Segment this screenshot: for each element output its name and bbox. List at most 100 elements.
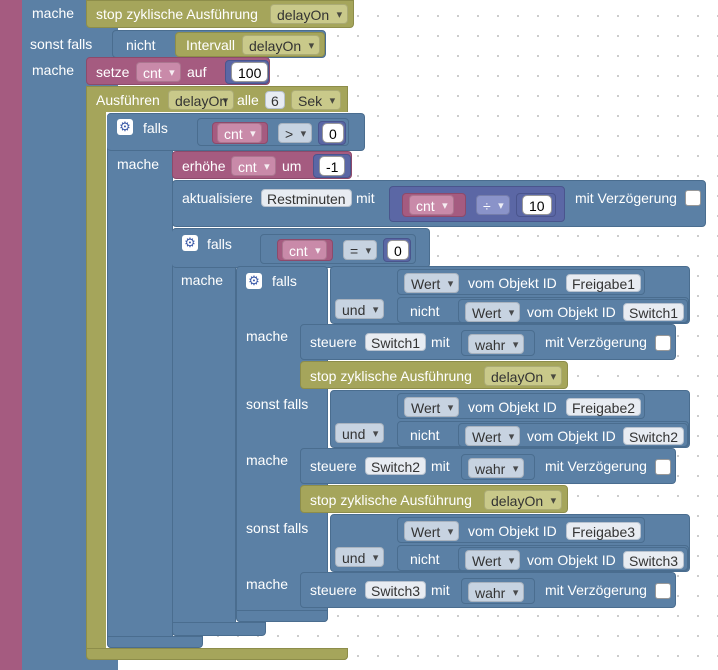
outer-block-edge[interactable]	[0, 0, 22, 670]
object-id-field[interactable]: Switch2	[623, 427, 685, 445]
control-block-2[interactable]: steuere Switch2 mit wahr mit Verzögerung	[300, 448, 676, 484]
object-id-field[interactable]: Freigabe3	[566, 522, 642, 540]
logic-operator-dropdown[interactable]: und	[335, 547, 385, 568]
if-block-1[interactable]	[107, 113, 173, 648]
gear-icon[interactable]: ⚙	[182, 235, 198, 251]
delayon-dropdown[interactable]: delayOn	[168, 90, 235, 111]
get-value-block[interactable]: Wert vom Objekt ID Switch1	[458, 299, 688, 323]
object-id-field[interactable]: Switch3	[365, 581, 427, 599]
object-id-field[interactable]: Switch1	[365, 333, 427, 351]
compare-operator-dropdown[interactable]: >	[278, 123, 313, 144]
number-value[interactable]: 10	[522, 195, 552, 215]
number-value[interactable]: -1	[319, 156, 346, 176]
gear-icon[interactable]: ⚙	[117, 119, 133, 135]
and-block-1[interactable]: und Wert vom Objekt ID Freigabe1 nicht W…	[330, 266, 690, 324]
delay-checkbox[interactable]	[655, 335, 671, 351]
number-value[interactable]: 0	[387, 240, 409, 260]
object-id-field[interactable]: Freigabe1	[566, 274, 642, 292]
delayon-dropdown[interactable]: delayOn	[484, 490, 563, 511]
mit-verzoegerung-label: mit Verzögerung	[545, 334, 647, 350]
attribute-dropdown[interactable]: Wert	[404, 273, 460, 294]
attribute-dropdown[interactable]: Wert	[465, 426, 521, 447]
interval-block[interactable]: Intervall delayOn	[175, 32, 325, 57]
update-state-block[interactable]: aktualisiere Restminuten mit cnt ÷ 10 mi…	[172, 180, 706, 227]
not-block[interactable]: nicht Wert vom Objekt ID Switch2	[397, 421, 689, 447]
delayon-dropdown[interactable]: delayOn	[484, 366, 563, 387]
logic-operator-dropdown[interactable]: und	[335, 423, 385, 444]
number-value[interactable]: 0	[322, 123, 344, 143]
arithmetic-block[interactable]: cnt ÷ 10	[389, 186, 565, 222]
if-block-1-header[interactable]: ⚙ falls cnt > 0	[107, 113, 365, 151]
number-block[interactable]: 0	[318, 121, 346, 145]
object-id-field[interactable]: Switch3	[623, 551, 685, 569]
vom-objekt-id-label: vom Objekt ID	[527, 552, 616, 568]
number-value[interactable]: 100	[231, 62, 269, 82]
if-block-2-footer[interactable]	[172, 622, 266, 636]
boolean-block[interactable]: wahr	[461, 454, 535, 480]
logic-operator-dropdown[interactable]: und	[335, 299, 385, 320]
interval-unit-dropdown[interactable]: Sek	[291, 90, 342, 111]
stop-cyclic-block-3[interactable]: stop zyklische Ausführung delayOn	[300, 485, 568, 513]
delay-checkbox[interactable]	[685, 190, 701, 206]
cnt-variable-dropdown[interactable]: cnt	[136, 62, 181, 83]
steuere-label: steuere	[310, 458, 357, 474]
not-block[interactable]: nicht Wert vom Objekt ID Switch3	[397, 545, 689, 571]
stop-cyclic-block-2[interactable]: stop zyklische Ausführung delayOn	[300, 361, 568, 389]
not-block[interactable]: nicht Intervall delayOn	[112, 30, 326, 58]
gear-icon[interactable]: ⚙	[246, 273, 262, 289]
increment-block[interactable]: erhöhe cnt um -1	[172, 151, 352, 179]
number-block[interactable]: 10	[516, 193, 556, 217]
delay-checkbox[interactable]	[655, 459, 671, 475]
not-block[interactable]: nicht Wert vom Objekt ID Switch1	[397, 297, 689, 323]
if-block-2[interactable]	[172, 228, 236, 636]
delayon-dropdown[interactable]: delayOn	[270, 4, 349, 25]
control-block-3[interactable]: steuere Switch3 mit wahr mit Verzögerung	[300, 572, 676, 608]
get-value-block[interactable]: Wert vom Objekt ID Freigabe3	[397, 517, 645, 543]
object-id-field[interactable]: Switch2	[365, 457, 427, 475]
boolean-dropdown[interactable]: wahr	[468, 458, 525, 479]
falls-label: falls	[143, 120, 168, 136]
boolean-dropdown[interactable]: wahr	[468, 334, 525, 355]
boolean-block[interactable]: wahr	[461, 330, 535, 356]
object-id-field[interactable]: Freigabe2	[566, 398, 642, 416]
cnt-variable-dropdown[interactable]: cnt	[217, 123, 262, 144]
get-value-block[interactable]: Wert vom Objekt ID Switch3	[458, 547, 688, 571]
get-value-block[interactable]: Wert vom Objekt ID Freigabe1	[397, 269, 645, 295]
delay-checkbox[interactable]	[655, 583, 671, 599]
cnt-variable-dropdown[interactable]: cnt	[231, 156, 276, 177]
interval-value-field[interactable]: 6	[265, 91, 285, 109]
schedule-interval-footer[interactable]	[86, 648, 348, 660]
cnt-variable-block[interactable]: cnt	[277, 239, 333, 261]
arithmetic-operator-dropdown[interactable]: ÷	[476, 195, 510, 216]
stop-cyclic-block-1[interactable]: stop zyklische Ausführung delayOn	[86, 0, 354, 28]
and-block-2[interactable]: und Wert vom Objekt ID Freigabe2 nicht W…	[330, 390, 690, 448]
delayon-dropdown[interactable]: delayOn	[242, 35, 321, 56]
attribute-dropdown[interactable]: Wert	[404, 521, 460, 542]
if-block-3[interactable]	[236, 266, 328, 622]
number-block[interactable]: -1	[313, 154, 351, 178]
object-id-field[interactable]: Switch1	[623, 303, 685, 321]
compare-block[interactable]: cnt = 0	[260, 234, 416, 264]
if-block-3-footer[interactable]	[236, 610, 328, 622]
get-value-block[interactable]: Wert vom Objekt ID Freigabe2	[397, 393, 645, 419]
number-block[interactable]: 0	[383, 238, 411, 262]
cnt-variable-dropdown[interactable]: cnt	[409, 195, 454, 216]
attribute-dropdown[interactable]: Wert	[404, 397, 460, 418]
cnt-variable-block[interactable]: cnt	[212, 122, 268, 144]
compare-block[interactable]: cnt > 0	[197, 118, 349, 146]
attribute-dropdown[interactable]: Wert	[465, 550, 521, 571]
get-value-block[interactable]: Wert vom Objekt ID Switch2	[458, 423, 688, 447]
and-block-3[interactable]: und Wert vom Objekt ID Freigabe3 nicht W…	[330, 514, 690, 572]
boolean-block[interactable]: wahr	[461, 578, 535, 604]
object-id-field[interactable]: Restminuten	[261, 189, 352, 207]
if-block-2-header[interactable]: ⚙ falls cnt = 0	[172, 228, 430, 268]
cnt-variable-dropdown[interactable]: cnt	[282, 240, 327, 261]
set-variable-block[interactable]: setze cnt auf 100	[86, 57, 270, 85]
boolean-dropdown[interactable]: wahr	[468, 582, 525, 603]
control-block-1[interactable]: steuere Switch1 mit wahr mit Verzögerung	[300, 324, 676, 360]
number-block[interactable]: 100	[225, 60, 269, 84]
compare-operator-dropdown[interactable]: =	[343, 240, 378, 261]
if-block-1-footer[interactable]	[107, 636, 203, 648]
cnt-variable-block[interactable]: cnt	[402, 193, 466, 217]
attribute-dropdown[interactable]: Wert	[465, 302, 521, 323]
